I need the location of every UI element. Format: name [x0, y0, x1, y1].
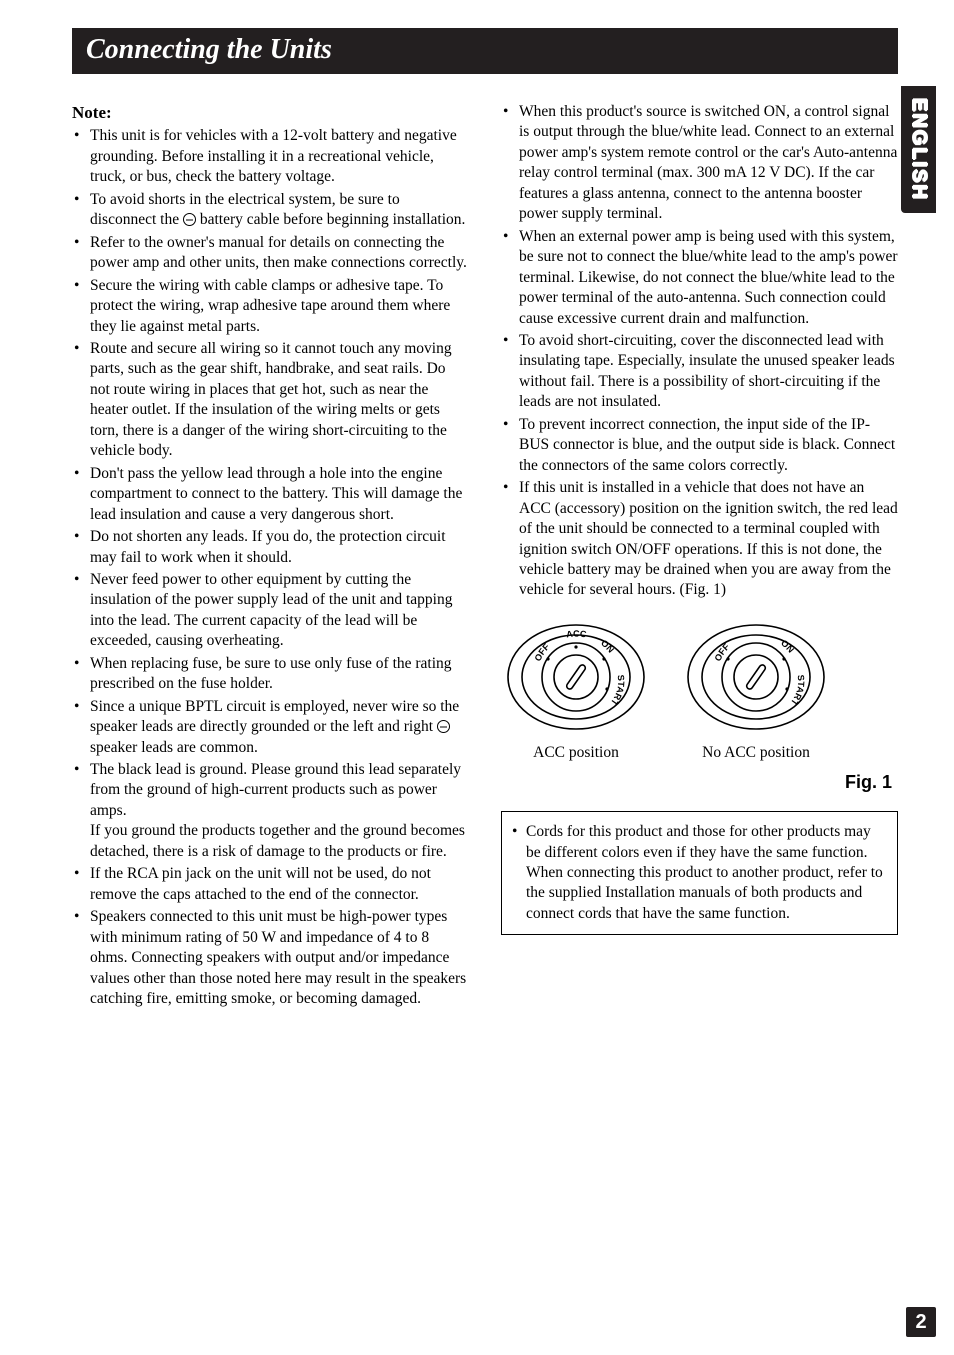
- svg-text:START: START: [788, 674, 806, 708]
- ignition-noacc: OFF ON START No ACC position: [681, 617, 831, 763]
- callout-box: Cords for this product and those for oth…: [501, 811, 898, 935]
- section-title-bar: Connecting the Units: [72, 28, 898, 74]
- list-item: When this product's source is switched O…: [501, 102, 898, 225]
- minus-circle-icon: [183, 213, 196, 226]
- list-item: Route and secure all wiring so it cannot…: [72, 339, 469, 462]
- page-number: 2: [906, 1307, 936, 1337]
- list-item: If this unit is installed in a vehicle t…: [501, 478, 898, 601]
- language-tab-label: ENGLISH: [908, 98, 930, 201]
- svg-text:ACC: ACC: [566, 628, 588, 639]
- ignition-noacc-caption: No ACC position: [681, 743, 831, 763]
- two-column-layout: Note: This unit is for vehicles with a 1…: [72, 102, 898, 1011]
- list-item: Speakers connected to this unit must be …: [72, 907, 469, 1009]
- list-item: Since a unique BPTL circuit is employed,…: [72, 697, 469, 758]
- list-item: Never feed power to other equipment by c…: [72, 570, 469, 652]
- language-tab: ENGLISH: [901, 86, 936, 213]
- note-heading: Note:: [72, 102, 469, 124]
- page: Connecting the Units ENGLISH Note: This …: [0, 0, 954, 1355]
- list-item: When an external power amp is being used…: [501, 227, 898, 329]
- ign-label-acc: ACC: [566, 628, 588, 639]
- right-column: When this product's source is switched O…: [501, 102, 898, 1011]
- ignition-acc-caption: ACC position: [501, 743, 651, 763]
- right-bullet-list: When this product's source is switched O…: [501, 102, 898, 601]
- list-item: Do not shorten any leads. If you do, the…: [72, 527, 469, 568]
- list-item: Refer to the owner's manual for details …: [72, 233, 469, 274]
- list-item: Secure the wiring with cable clamps or a…: [72, 276, 469, 337]
- list-item: To avoid shorts in the electrical system…: [72, 190, 469, 231]
- ignition-figure-row: OFF ACC ON START ACC position: [501, 617, 898, 763]
- left-column: Note: This unit is for vehicles with a 1…: [72, 102, 469, 1011]
- ignition-acc: OFF ACC ON START ACC position: [501, 617, 651, 763]
- ignition-noacc-svg: OFF ON START: [681, 617, 831, 737]
- list-item: To prevent incorrect connection, the inp…: [501, 415, 898, 476]
- list-item: Don't pass the yellow lead through a hol…: [72, 464, 469, 525]
- list-item: The black lead is ground. Please ground …: [72, 760, 469, 862]
- left-bullet-list: This unit is for vehicles with a 12-volt…: [72, 126, 469, 1009]
- list-item: To avoid short-circuiting, cover the dis…: [501, 331, 898, 413]
- figure-label: Fig. 1: [501, 771, 892, 795]
- ign-label-start: START: [788, 674, 806, 708]
- list-item: This unit is for vehicles with a 12-volt…: [72, 126, 469, 187]
- list-item-continuation: If you ground the products together and …: [90, 821, 469, 862]
- list-item: When replacing fuse, be sure to use only…: [72, 654, 469, 695]
- ignition-acc-svg: OFF ACC ON START: [501, 617, 651, 737]
- list-item: If the RCA pin jack on the unit will not…: [72, 864, 469, 905]
- svg-text:START: START: [608, 674, 626, 708]
- callout-text: Cords for this product and those for oth…: [508, 822, 885, 924]
- minus-circle-icon: [437, 720, 450, 733]
- ign-label-start: START: [608, 674, 626, 708]
